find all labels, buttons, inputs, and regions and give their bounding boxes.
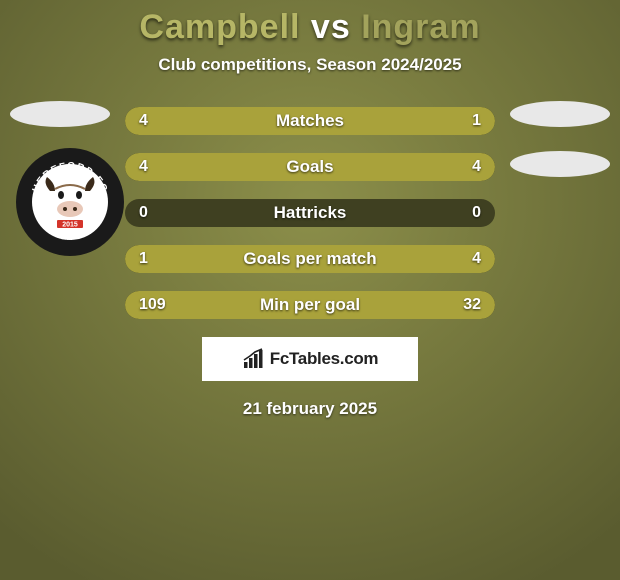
player-photo-placeholder-left — [10, 101, 110, 127]
stat-row: 00Hattricks — [125, 199, 495, 227]
subtitle: Club competitions, Season 2024/2025 — [0, 55, 620, 75]
footer-brand-text: FcTables.com — [270, 349, 379, 369]
comparison-infographic: Campbell vs Ingram Club competitions, Se… — [0, 0, 620, 580]
stat-row: 10932Min per goal — [125, 291, 495, 319]
svg-text:FOREVER UNITED: FOREVER UNITED — [36, 215, 104, 242]
club-badge-hereford: HEREFORD FC FOREVER UNITED — [15, 147, 125, 257]
stat-rows: 41Matches 44Goals 00Hattricks 14Goals per m… — [125, 107, 495, 319]
svg-text:HEREFORD FC: HEREFORD FC — [31, 161, 110, 194]
title-vs: vs — [311, 8, 351, 46]
title-player-left: Campbell — [139, 8, 300, 46]
player-photo-placeholder-right-2 — [510, 151, 610, 177]
chart-bars-icon — [242, 348, 266, 370]
footer-date: 21 february 2025 — [0, 399, 620, 419]
stat-label: Goals per match — [125, 249, 495, 269]
stat-label: Min per goal — [125, 295, 495, 315]
stat-row: 41Matches — [125, 107, 495, 135]
stat-label: Goals — [125, 157, 495, 177]
badge-bottom-text: FOREVER UNITED — [36, 215, 104, 242]
footer-brand-badge: FcTables.com — [202, 337, 418, 381]
stat-label: Hattricks — [125, 203, 495, 223]
stat-label: Matches — [125, 111, 495, 131]
title-player-right: Ingram — [361, 8, 480, 46]
stat-row: 14Goals per match — [125, 245, 495, 273]
badge-year: 2015 — [62, 222, 78, 229]
player-photo-placeholder-right-1 — [510, 101, 610, 127]
stat-row: 44Goals — [125, 153, 495, 181]
page-title: Campbell vs Ingram — [0, 8, 620, 47]
badge-top-text: HEREFORD FC — [31, 161, 110, 194]
stats-area: HEREFORD FC FOREVER UNITED — [0, 107, 620, 419]
